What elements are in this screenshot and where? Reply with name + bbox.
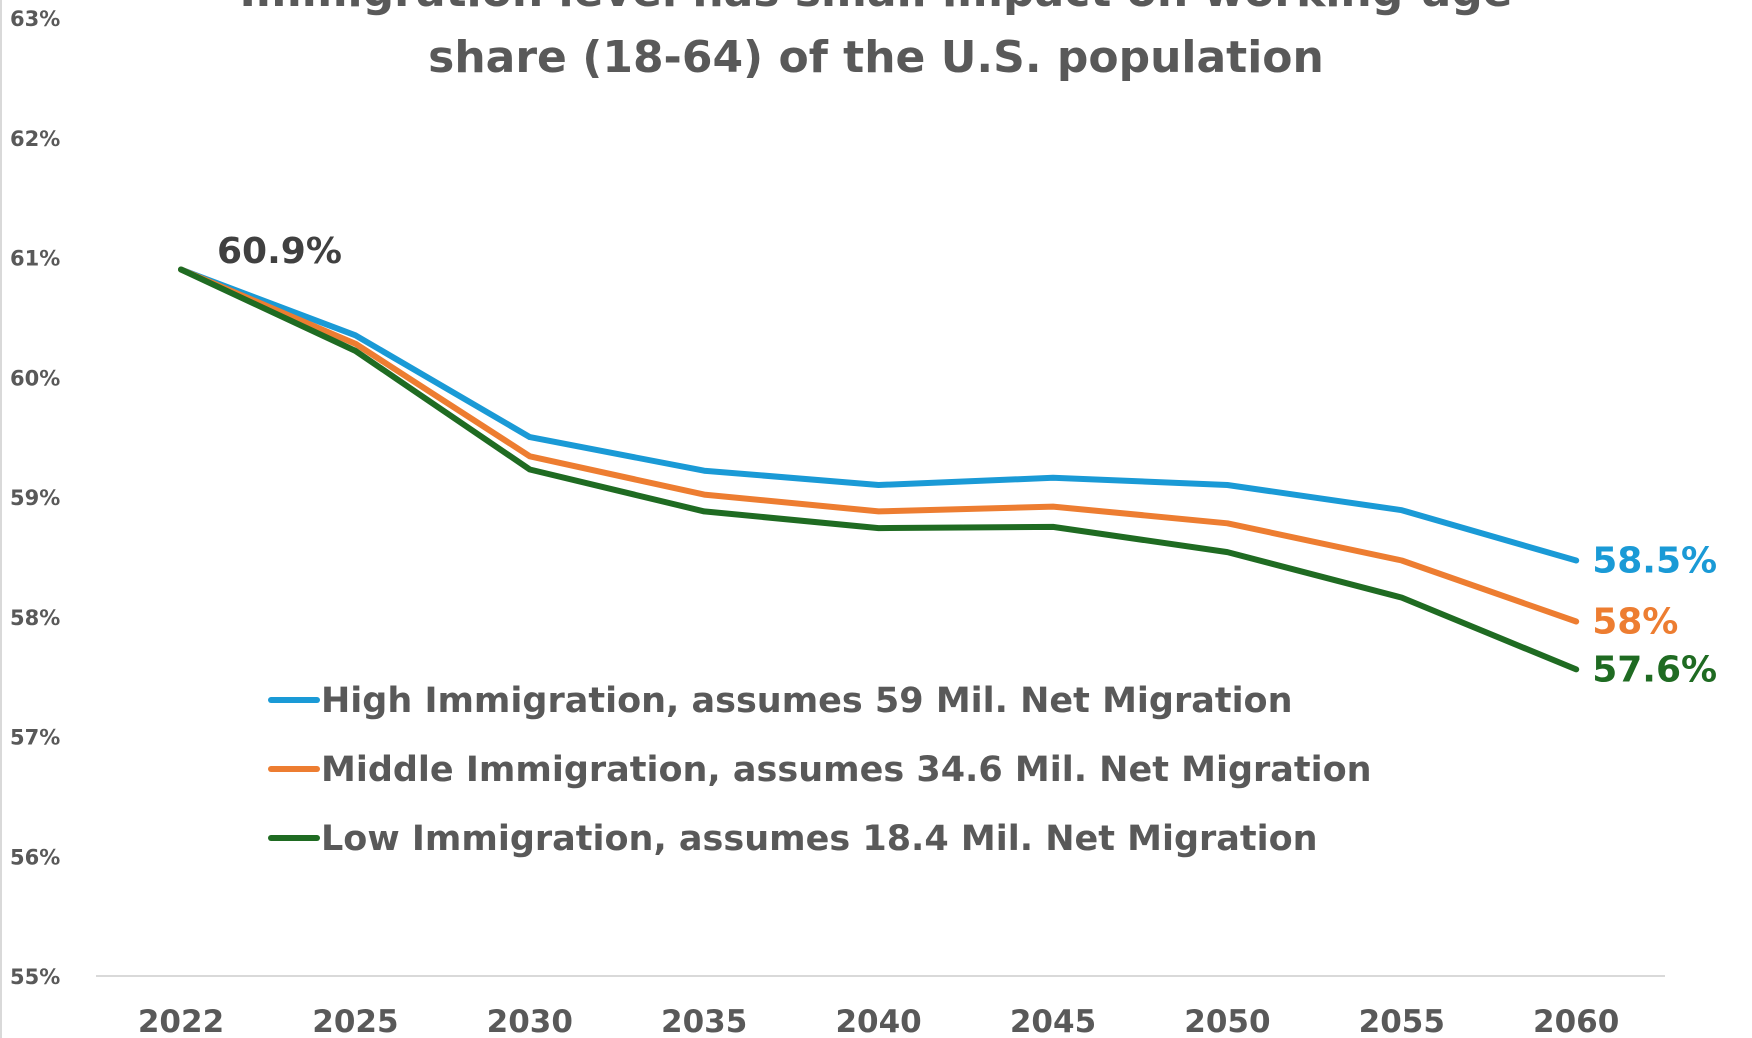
y-tick-label: 58%	[10, 606, 60, 630]
series-lines	[178, 266, 1580, 673]
x-tick-label: 2050	[1184, 1004, 1270, 1038]
end-labels: 58.5% 58% 57.6%	[1592, 540, 1717, 690]
series-line	[178, 266, 1580, 673]
y-tick-label: 56%	[10, 845, 60, 869]
x-tick-label: 2022	[138, 1004, 224, 1038]
y-tick-label: 60%	[10, 366, 60, 390]
x-tick-label: 2030	[487, 1004, 573, 1038]
series-end-label: 58.5%	[1592, 540, 1717, 581]
x-tick-label: 2035	[661, 1004, 747, 1038]
series-end-label: 57.6%	[1592, 649, 1717, 690]
y-tick-label: 63%	[10, 7, 60, 31]
y-tick-label: 57%	[10, 726, 60, 750]
chart-title-line-2: share (18-64) of the U.S. population	[428, 32, 1324, 83]
legend: High Immigration, assumes 59 Mil. Net Mi…	[268, 681, 1372, 859]
y-tick-label: 59%	[10, 486, 60, 510]
start-value-label: 60.9%	[217, 231, 342, 272]
legend-label: Middle Immigration, assumes 34.6 Mil. Ne…	[321, 750, 1372, 790]
series-line	[178, 266, 1580, 564]
x-tick-label: 2060	[1533, 1004, 1619, 1038]
y-axis: 55% 56% 57% 58% 59% 60% 61% 62% 63%	[10, 7, 60, 989]
series-end-label: 58%	[1592, 602, 1678, 643]
x-tick-label: 2025	[312, 1004, 398, 1038]
x-tick-label: 2040	[835, 1004, 921, 1038]
y-tick-label: 61%	[10, 247, 60, 271]
legend-label: Low Immigration, assumes 18.4 Mil. Net M…	[321, 819, 1318, 859]
y-tick-label: 62%	[10, 127, 60, 151]
y-tick-label: 55%	[10, 965, 60, 989]
x-tick-label: 2055	[1359, 1004, 1445, 1038]
series-line	[178, 266, 1580, 625]
x-tick-label: 2045	[1010, 1004, 1096, 1038]
chart-title-line-1: Immigration level has small impact on wo…	[239, 0, 1512, 17]
legend-label: High Immigration, assumes 59 Mil. Net Mi…	[321, 681, 1293, 721]
x-axis: 2022 2025 2030 2035 2040 2045 2050 2055 2060	[138, 1004, 1619, 1038]
